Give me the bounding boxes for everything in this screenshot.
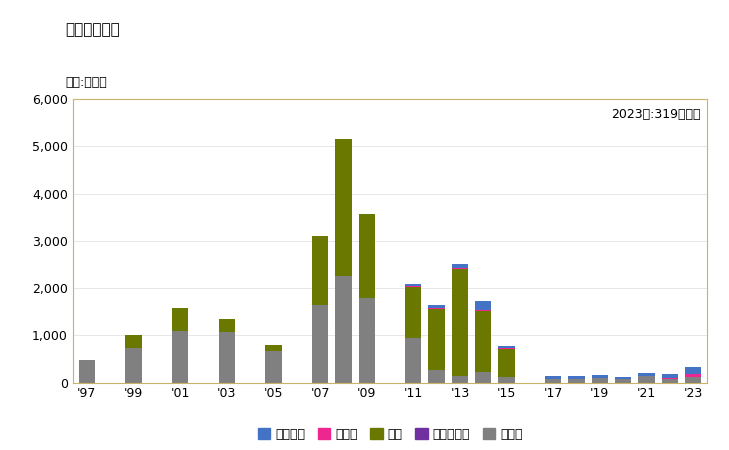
Bar bbox=[685, 368, 701, 374]
Bar bbox=[662, 378, 678, 379]
Bar bbox=[172, 330, 188, 382]
Bar bbox=[685, 374, 701, 377]
Bar bbox=[429, 308, 445, 309]
Bar bbox=[592, 375, 608, 378]
Bar bbox=[219, 333, 235, 382]
Bar bbox=[452, 269, 468, 376]
Bar bbox=[499, 348, 515, 349]
Bar bbox=[429, 309, 445, 370]
Bar bbox=[499, 349, 515, 377]
Bar bbox=[475, 301, 491, 310]
Bar bbox=[639, 376, 655, 382]
Bar bbox=[475, 310, 491, 311]
Bar bbox=[335, 139, 351, 276]
Bar bbox=[335, 276, 351, 382]
Legend: ベトナム, インド, 韓国, マレーシア, その他: ベトナム, インド, 韓国, マレーシア, その他 bbox=[252, 423, 528, 446]
Bar bbox=[219, 319, 235, 333]
Bar bbox=[545, 376, 561, 379]
Bar bbox=[172, 308, 188, 330]
Bar bbox=[405, 287, 421, 338]
Bar bbox=[429, 306, 445, 308]
Bar bbox=[405, 338, 421, 382]
Bar bbox=[499, 377, 515, 382]
Bar bbox=[592, 378, 608, 382]
Bar bbox=[452, 376, 468, 382]
Bar bbox=[569, 379, 585, 382]
Text: 2023年:319万トン: 2023年:319万トン bbox=[612, 108, 701, 121]
Bar bbox=[475, 372, 491, 382]
Bar bbox=[429, 370, 445, 382]
Bar bbox=[125, 335, 141, 348]
Bar bbox=[475, 311, 491, 372]
Bar bbox=[79, 360, 95, 382]
Bar bbox=[615, 377, 631, 379]
Bar bbox=[405, 286, 421, 287]
Bar bbox=[359, 214, 375, 298]
Bar bbox=[452, 264, 468, 268]
Bar bbox=[125, 348, 141, 382]
Bar bbox=[312, 305, 328, 382]
Bar bbox=[265, 345, 281, 351]
Bar bbox=[359, 298, 375, 382]
Text: 単位:万トン: 単位:万トン bbox=[66, 76, 107, 90]
Bar bbox=[569, 376, 585, 379]
Bar bbox=[685, 377, 701, 382]
Bar bbox=[312, 236, 328, 305]
Bar bbox=[405, 284, 421, 286]
Bar bbox=[662, 379, 678, 382]
Bar bbox=[639, 373, 655, 376]
Bar bbox=[265, 351, 281, 382]
Bar bbox=[545, 379, 561, 382]
Text: 輸入量の推移: 輸入量の推移 bbox=[66, 22, 120, 37]
Bar bbox=[499, 346, 515, 348]
Bar bbox=[615, 379, 631, 382]
Bar bbox=[452, 268, 468, 269]
Bar bbox=[662, 374, 678, 378]
